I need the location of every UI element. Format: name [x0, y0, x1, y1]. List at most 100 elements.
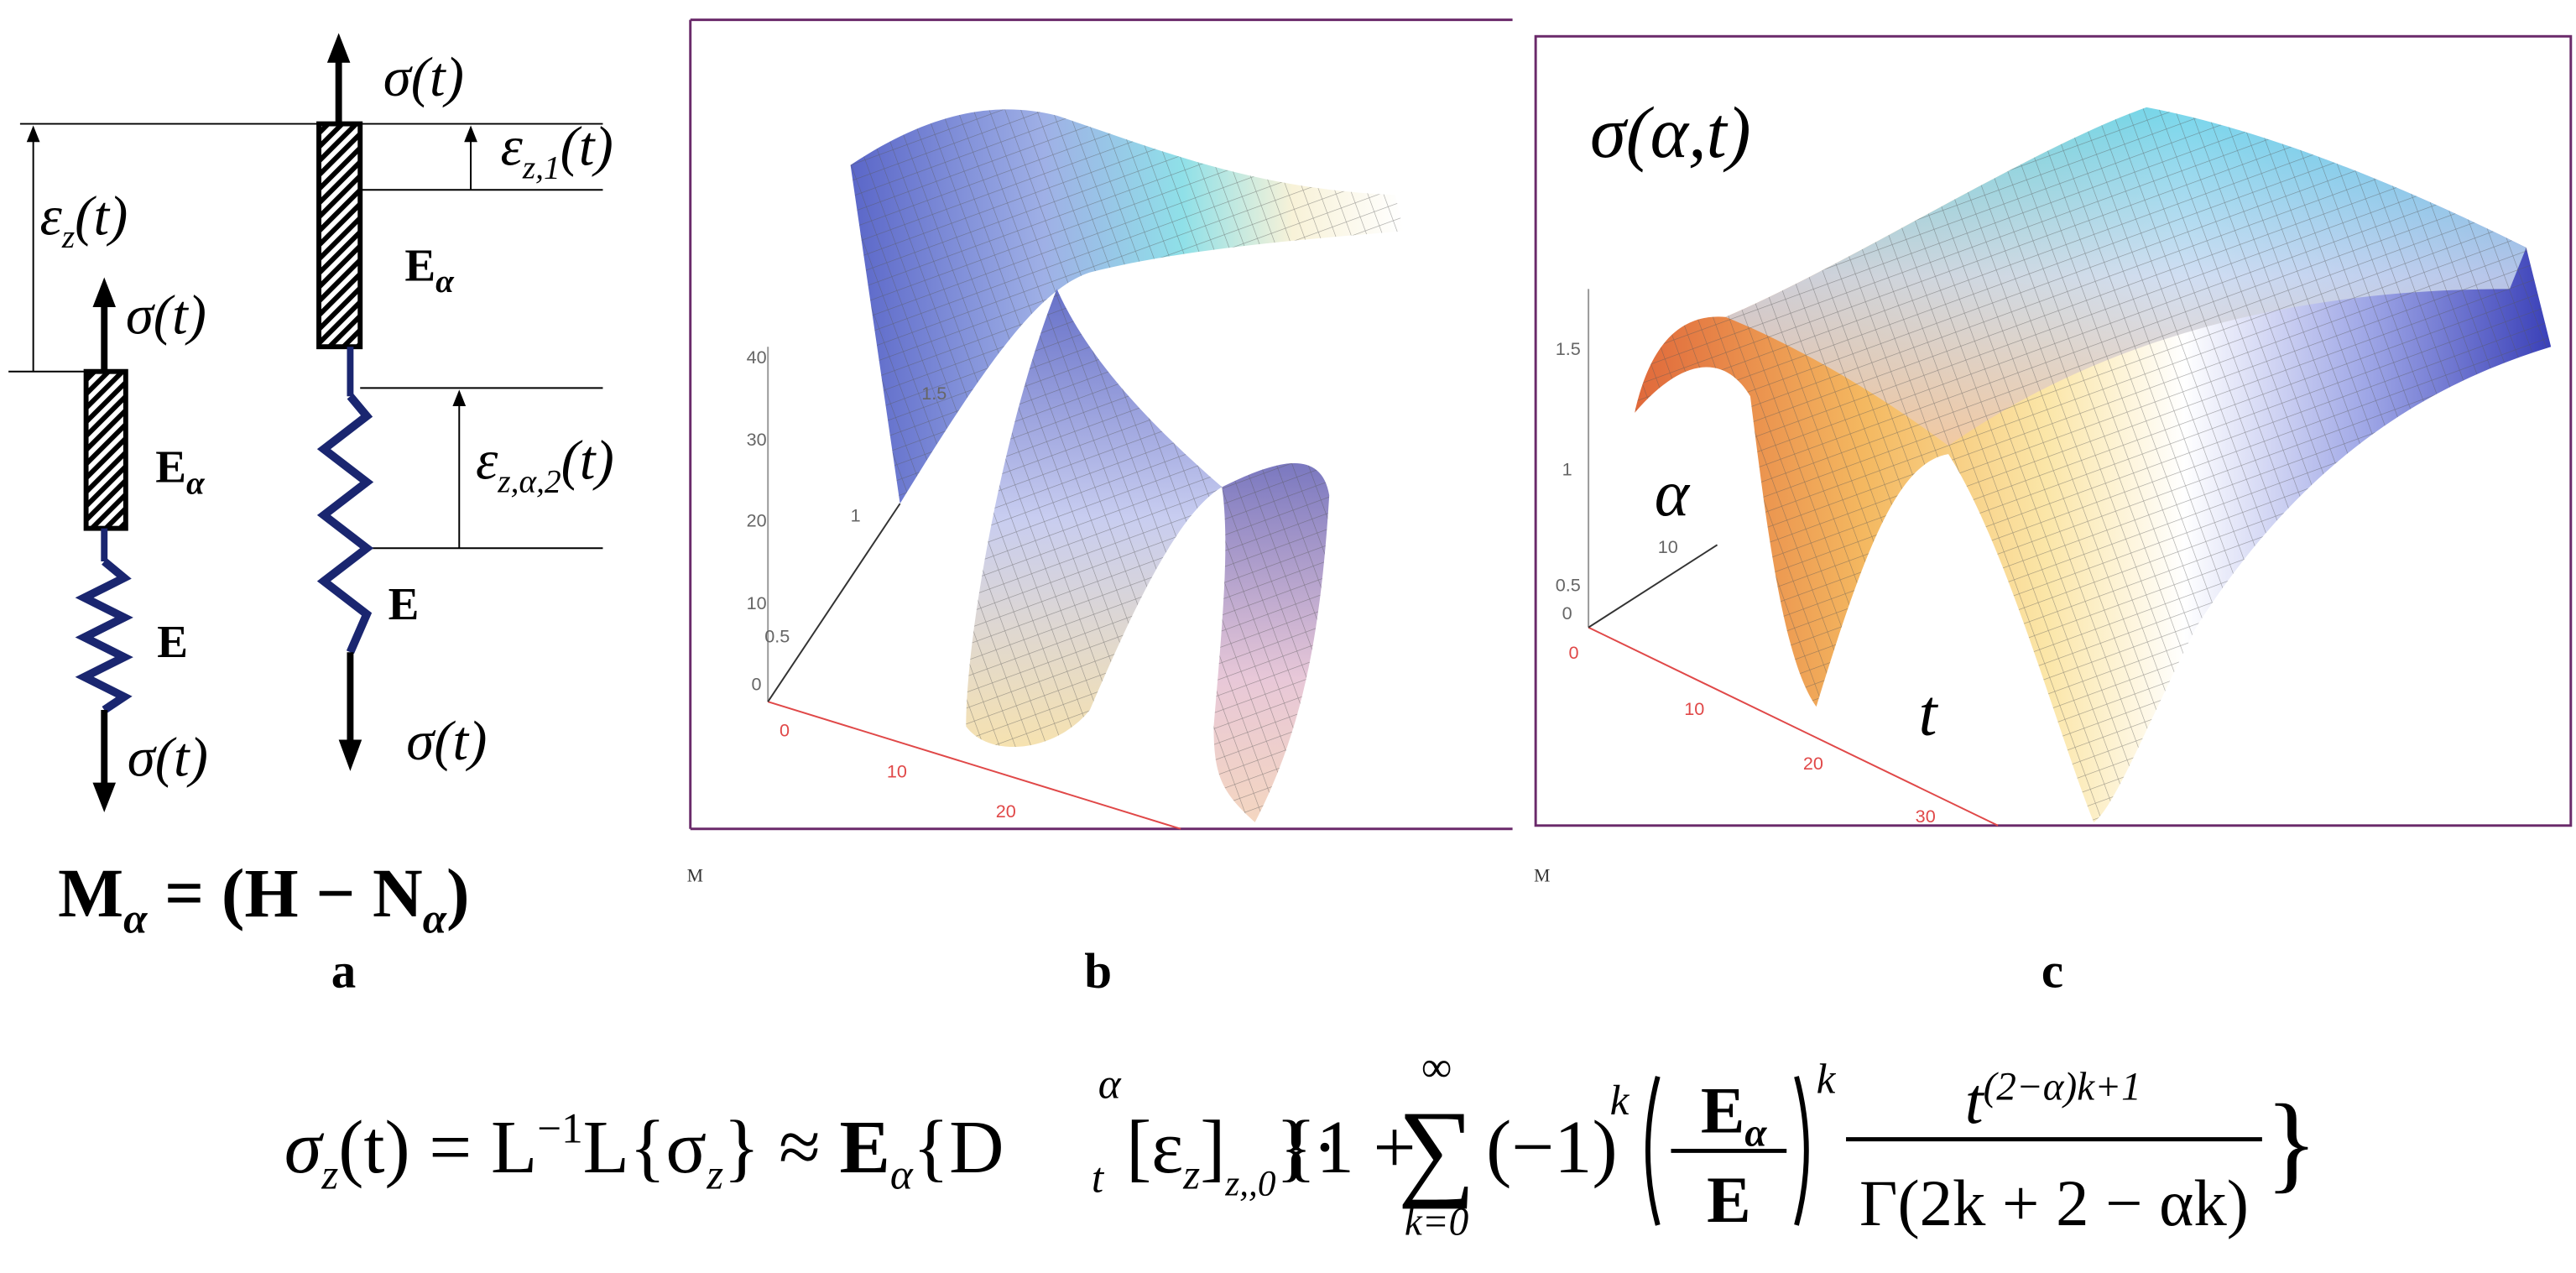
corner-label: M: [687, 866, 703, 886]
relation-lhs: M: [58, 854, 123, 931]
formula-part: [ε: [1126, 1104, 1183, 1189]
x-tick-label: 0: [1568, 642, 1578, 663]
formula-part: L{σ: [583, 1104, 707, 1189]
x-tick-label: 30: [1916, 806, 1936, 827]
element-label: Eα: [155, 441, 206, 502]
formula-part: t: [1965, 1065, 1985, 1138]
x-tick-label: 20: [996, 801, 1016, 822]
formula-part: σ: [284, 1104, 325, 1189]
right-model: [316, 33, 374, 771]
z-tick-label: 0: [1562, 603, 1572, 623]
formula-subscript: α: [1744, 1111, 1767, 1155]
panel-a: σ(t) Eα E σ(t) σ(t) Eα E σ(t) εz(t) εz,1…: [8, 33, 614, 999]
surface: [850, 109, 1404, 822]
reference-lines: [8, 123, 603, 550]
strain-label: εz,α,2(t): [476, 430, 614, 500]
formula-paren: [1645, 1076, 1809, 1226]
strain-symbol: ε: [500, 116, 523, 178]
strain-symbol: ε: [476, 430, 498, 492]
panel-caption: c: [2042, 943, 2063, 999]
z-tick-label: 1: [1562, 459, 1572, 480]
element-label: Eα: [404, 239, 455, 300]
formula-part: }: [2266, 1083, 2318, 1203]
element-symbol: E: [404, 239, 435, 290]
formula-part: E: [839, 1104, 889, 1189]
panel-caption: a: [331, 943, 357, 999]
corner-label: M: [1534, 866, 1550, 886]
model-relation: Mα = (H − Nα): [58, 854, 469, 943]
formula-part: }·: [1275, 1104, 1338, 1189]
element-subscript: α: [186, 464, 206, 501]
surface: [1635, 107, 2552, 822]
inner-tick-label: 1.5: [921, 383, 946, 404]
left-model: [75, 277, 133, 813]
strain-subscript: z: [61, 218, 75, 255]
axes: [767, 347, 1181, 830]
x-tick-label: 20: [1803, 753, 1823, 774]
load-label: σ(t): [126, 284, 206, 346]
formula-part: {1 +: [1280, 1104, 1416, 1189]
z-tick-label: 10: [747, 592, 767, 613]
formula-part: } ≈: [723, 1104, 839, 1189]
load-label: σ(t): [383, 46, 464, 108]
formula-subscript: z: [321, 1151, 338, 1199]
z-tick-label: 20: [747, 510, 767, 531]
formula-superscript: (2−α)k+1: [1984, 1065, 2141, 1109]
formula-superscript: α: [1098, 1060, 1122, 1108]
alpha-tick-label: 10: [1658, 536, 1678, 557]
z-tick-label: 0.5: [1556, 574, 1581, 595]
x-tick-label: 10: [1684, 698, 1704, 719]
formula-superscript: k: [1610, 1077, 1630, 1124]
formula-sum-limit: k=0: [1405, 1201, 1469, 1244]
formula-subscript: z: [1182, 1151, 1200, 1199]
element-symbol: E: [155, 441, 186, 493]
formula-middle: [εz]z,,0}·: [1126, 1104, 1338, 1204]
panel-frame: [689, 18, 1513, 831]
formula-part: E: [1701, 1075, 1744, 1148]
axis-label: α: [1655, 457, 1691, 530]
formula-part: {D: [913, 1104, 1004, 1189]
formula-part: Eα: [1701, 1075, 1767, 1156]
load-label: σ(t): [128, 727, 208, 789]
strain-label: εz,1(t): [500, 116, 613, 186]
formula-subscript: z: [706, 1151, 723, 1199]
formula: σz(t) = L−1L{σz} ≈ Eα{D α t [εz]z,,0}· {…: [284, 1044, 2318, 1244]
formula-part: (−1): [1486, 1104, 1618, 1189]
formula-subscript: α: [890, 1151, 914, 1199]
z-tick-label: 40: [747, 347, 767, 368]
formula-sum: ∑: [1398, 1089, 1476, 1210]
inner-tick-label: 0.5: [764, 625, 790, 646]
relation-middle: = (H − N: [147, 854, 422, 931]
panel-caption: b: [1084, 943, 1112, 999]
strain-argument: (t): [561, 116, 613, 178]
panel-c: σ(α,t) 1.5 1 0.5 0 10 α 0 10 20 30 t M c: [1534, 34, 2573, 999]
x-tick-label: 10: [887, 761, 907, 782]
formula-part: E: [1707, 1164, 1750, 1237]
formula-part: (t) = L: [338, 1104, 537, 1189]
strain-symbol: ε: [40, 185, 63, 247]
formula-subscript: t: [1092, 1155, 1105, 1203]
panel-b: 40 30 20 10 0 0.5 1 1.5 0 10 20 M b: [687, 18, 1513, 999]
relation-close: ): [446, 854, 470, 931]
z-tick-label: 0: [752, 673, 762, 694]
x-tick-label: 0: [780, 720, 790, 741]
element-label: E: [157, 616, 188, 667]
formula-part: ]: [1200, 1104, 1225, 1189]
z-tick-label: 30: [747, 429, 767, 450]
formula-superscript: −1: [537, 1105, 582, 1153]
z-tick-label: 1.5: [1556, 338, 1581, 359]
strain-argument: (t): [75, 185, 128, 247]
element-label: E: [388, 578, 420, 629]
dimension-arrowheads: [26, 125, 477, 407]
element-subscript: α: [435, 263, 455, 300]
strain-label: εz(t): [40, 185, 128, 255]
formula-part: Γ(2k + 2 − αk): [1859, 1167, 2249, 1240]
inner-tick-label: 1: [851, 505, 861, 526]
panel-frame: [1534, 34, 2573, 827]
strain-subscript: z,1: [522, 149, 561, 185]
formula-left: σz(t) = L−1L{σz} ≈ Eα{D: [284, 1104, 1004, 1199]
plot-title: σ(α,t): [1590, 92, 1750, 173]
relation-subscript: α: [423, 895, 447, 943]
